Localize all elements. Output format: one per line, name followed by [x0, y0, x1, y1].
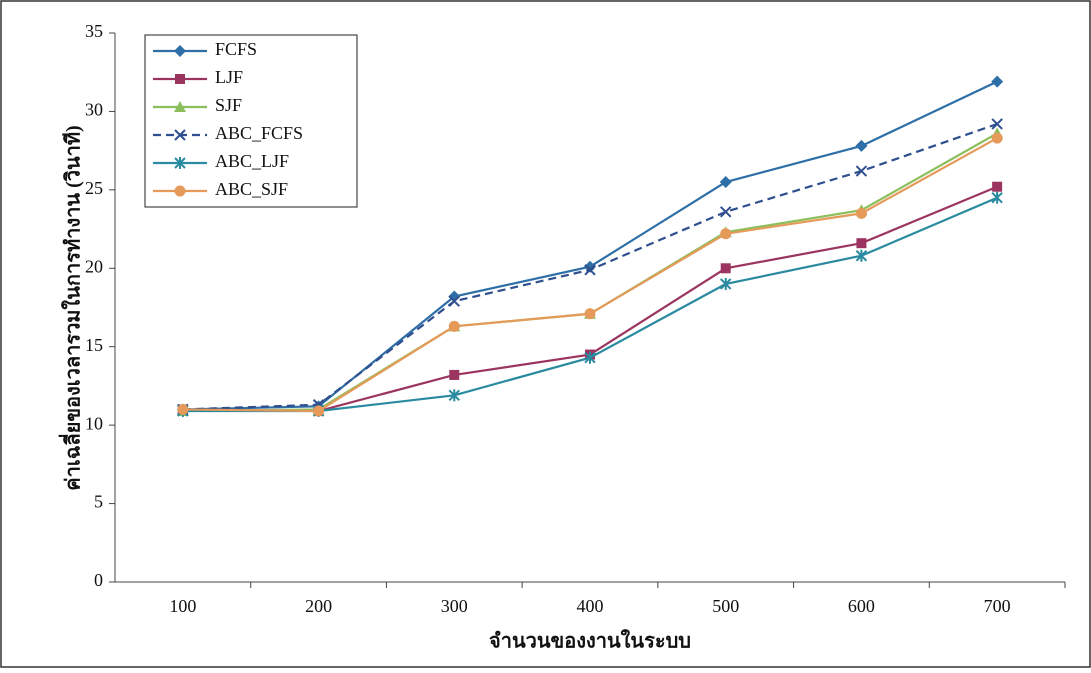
- y-tick-label: 25: [85, 178, 103, 198]
- point: [720, 206, 732, 218]
- legend-box: [144, 34, 358, 208]
- point: [855, 165, 868, 177]
- x-tick-label: 100: [169, 596, 196, 616]
- point: [584, 351, 596, 364]
- point: [855, 249, 868, 262]
- legend-label: SJF: [215, 95, 242, 115]
- legend-label: FCFS: [215, 39, 257, 59]
- point: [448, 320, 460, 332]
- x-tick-label: 600: [848, 596, 875, 616]
- x-tick-label: 300: [441, 596, 468, 616]
- point: [720, 228, 732, 240]
- point: [856, 238, 867, 249]
- point: [449, 369, 460, 380]
- y-tick-label: 15: [85, 335, 103, 355]
- legend-marker: [174, 185, 186, 197]
- point: [991, 191, 1003, 204]
- legend-label: ABC_SJF: [215, 179, 288, 199]
- legend-label: LJF: [215, 67, 243, 87]
- point: [584, 264, 596, 276]
- legend: FCFS LJF SJF ABC_FCFS ABC_LJF ABC_SJF: [144, 34, 358, 208]
- y-tick-label: 30: [85, 100, 103, 120]
- point: [720, 277, 732, 290]
- point: [855, 207, 867, 219]
- y-tick-label: 35: [85, 21, 103, 41]
- y-tick-label: 20: [85, 256, 103, 276]
- x-tick-label: 400: [577, 596, 604, 616]
- point: [719, 176, 732, 189]
- point: [584, 308, 596, 320]
- y-axis-title: ค่าเฉลี่ยของเวลารวมในการทำงาน (วินาที): [58, 125, 85, 490]
- point: [720, 263, 731, 274]
- point: [177, 403, 189, 415]
- x-tick-label: 700: [984, 596, 1011, 616]
- point: [448, 295, 460, 307]
- x-tick-label: 500: [712, 596, 739, 616]
- x-axis-title: จำนวนของงานในระบบ: [489, 629, 691, 653]
- point: [855, 139, 868, 152]
- legend-marker: [174, 157, 186, 169]
- x-tick-label: 200: [305, 596, 332, 616]
- legend-marker: [175, 74, 185, 84]
- legend-marker: [174, 129, 186, 141]
- point: [991, 132, 1003, 144]
- point: [313, 405, 325, 417]
- y-tick-label: 0: [94, 570, 103, 590]
- y-tick-label: 10: [85, 413, 103, 433]
- point: [448, 389, 460, 402]
- point: [992, 181, 1003, 192]
- point: [991, 118, 1003, 130]
- legend-marker: [174, 45, 186, 57]
- point: [991, 75, 1004, 88]
- y-tick-label: 5: [94, 492, 103, 512]
- legend-marker: [174, 101, 186, 112]
- legend-label: ABC_FCFS: [215, 123, 303, 143]
- legend-label: ABC_LJF: [215, 151, 289, 171]
